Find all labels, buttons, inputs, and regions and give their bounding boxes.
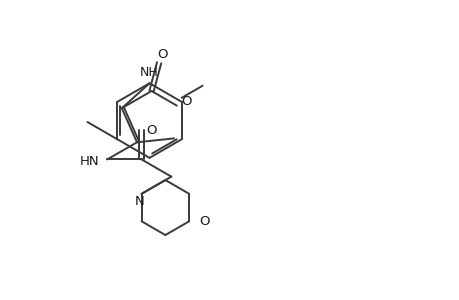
Text: O: O [199,215,209,228]
Text: HN: HN [79,155,99,168]
Text: O: O [146,124,157,137]
Text: O: O [181,95,192,108]
Text: O: O [157,49,167,62]
Text: N: N [134,195,144,208]
Text: NH: NH [140,66,158,79]
